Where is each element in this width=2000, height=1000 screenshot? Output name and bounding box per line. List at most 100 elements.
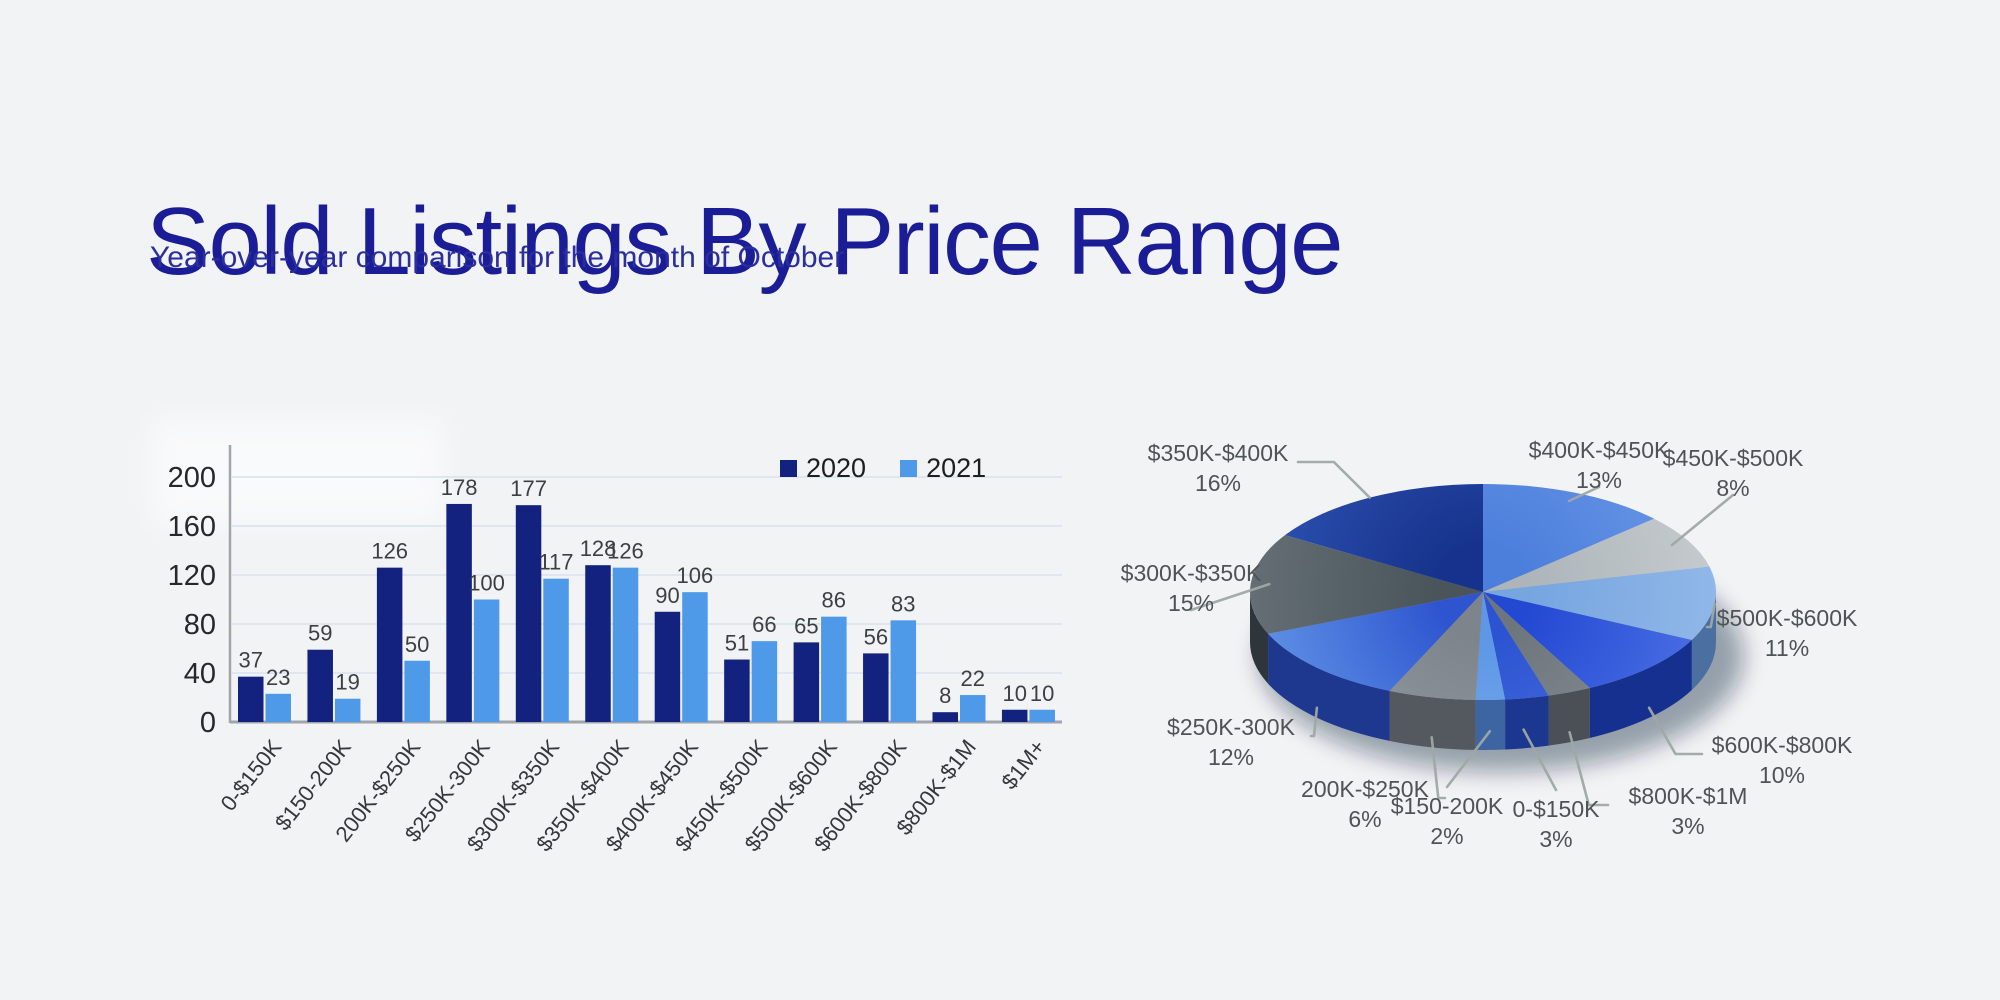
pie-slice-label: $600K-$800K 10% <box>1712 730 1853 791</box>
bar-value-label: 126 <box>607 539 644 564</box>
bar-2021 <box>612 567 639 722</box>
bar-2020 <box>654 611 681 722</box>
pie-slice-label-percent: 16% <box>1194 470 1242 497</box>
bar-2020 <box>932 712 958 722</box>
pie-slice-label-percent: 8% <box>1716 475 1750 502</box>
bar-2021 <box>1029 709 1055 722</box>
bar-value-label: 37 <box>239 648 263 673</box>
leader-line <box>1647 706 1704 756</box>
bar-value-label: 117 <box>538 550 573 575</box>
pie-slice-side <box>1268 633 1390 741</box>
pie-slice-label-percent: 12% <box>1207 744 1255 771</box>
bar-value-label: 65 <box>794 613 818 638</box>
pie-slice-label-percent: 6% <box>1348 806 1382 833</box>
bar-value-label: 100 <box>468 571 505 596</box>
bar-2020 <box>863 653 889 722</box>
pie-slice-side <box>1250 592 1269 684</box>
pie-slice-label: $300K-$350K 15% <box>1121 558 1262 619</box>
pie-slice-label-range: $250K-300K <box>1167 714 1295 740</box>
pie-slice <box>1250 535 1483 634</box>
bar-value-label: 10 <box>1003 681 1027 706</box>
bar-value-label: 50 <box>405 632 429 657</box>
highlight-patch <box>150 418 445 526</box>
bar-value-label: 177 <box>510 476 547 501</box>
bar-2021 <box>751 641 778 722</box>
bar-2020 <box>793 642 820 722</box>
leader-line <box>1568 730 1610 807</box>
bar-chart: 0 40 80 120 160 200 37 23 0-$150K 59 19 $150-200K 12… <box>140 395 1100 885</box>
pie-slice <box>1389 592 1483 700</box>
bar-2020 <box>376 567 403 722</box>
pie-slice-label-percent: 11% <box>1764 635 1810 662</box>
page-title: Sold Listings By Price Range <box>146 188 1343 296</box>
y-tick-label: 120 <box>168 560 216 592</box>
leader-line <box>1567 485 1601 503</box>
pie-slice-label: $500K-$600K 11% <box>1717 603 1858 664</box>
x-category-label: 0-$150K <box>216 734 287 815</box>
leader-line <box>1189 582 1271 612</box>
bar-2020 <box>307 649 333 722</box>
bar-value-label: 59 <box>308 621 332 646</box>
bar-2020 <box>724 659 750 722</box>
pie-slice-label: $350K-$400K 16% <box>1148 438 1289 499</box>
pie-slice-label-percent: 2% <box>1430 823 1464 850</box>
y-tick-label: 200 <box>168 462 216 494</box>
pie-slice-side <box>1475 699 1506 750</box>
pie-slice <box>1483 484 1655 592</box>
pie-slice-label-range: $300K-$350K <box>1120 560 1262 586</box>
pie-slice-label-range: $500K-$600K <box>1716 605 1858 631</box>
pie-slice <box>1285 484 1483 592</box>
pie-slice <box>1475 592 1506 700</box>
bar-value-label: 51 <box>725 631 749 656</box>
x-category-label: $1M+ <box>996 735 1050 794</box>
bar-value-label: 178 <box>441 475 478 500</box>
bar-value-label: 56 <box>864 624 888 649</box>
leader-line <box>1670 493 1735 547</box>
pie-slice <box>1268 592 1483 691</box>
bar-2020 <box>1001 709 1028 722</box>
bar-chart-legend: 2020 2021 <box>780 453 986 484</box>
pie-slice-side <box>1548 688 1590 746</box>
pie-slice-label: $800K-$1M 3% <box>1629 781 1748 842</box>
pie-slice-label: 200K-$250K 6% <box>1301 774 1429 835</box>
pie-slice-label: $250K-300K 12% <box>1167 712 1295 773</box>
bar-2020 <box>238 676 264 722</box>
pie-chart: $400K-$450K 13% $450K-$500K 8% $500K-$600K 11… <box>1080 390 2000 890</box>
bar-value-label: 10 <box>1030 681 1054 706</box>
pie-slice <box>1483 592 1692 688</box>
bar-value-label: 128 <box>580 536 617 561</box>
bar-2020 <box>515 505 542 722</box>
pie-slice-side <box>1505 695 1549 750</box>
pie-slice-label-range: $800K-$1M <box>1628 783 1748 809</box>
pie-slice-label-range: $350K-$400K <box>1147 440 1289 466</box>
pie-slice-label: $400K-$450K 13% <box>1529 435 1670 496</box>
bar-2021 <box>334 698 361 722</box>
pie-slice-label-range: $600K-$800K <box>1711 732 1853 758</box>
bar-2021 <box>682 592 708 722</box>
y-tick-label: 40 <box>184 658 216 690</box>
bar-2021 <box>473 599 500 722</box>
bar-value-label: 66 <box>752 612 776 637</box>
page-subtitle: Year-over-year comparison for the month … <box>150 241 845 274</box>
pie-slice-label-percent: 15% <box>1167 590 1215 617</box>
pie-slice-label-range: $400K-$450K <box>1528 437 1670 463</box>
legend-label: 2020 <box>806 453 867 483</box>
bar-value-label: 22 <box>960 666 984 691</box>
pie-slice-label-percent: 13% <box>1575 467 1623 494</box>
y-tick-label: 160 <box>168 511 216 543</box>
pie-slice-label-range: 200K-$250K <box>1301 776 1429 802</box>
legend-item-2020: 2020 <box>780 453 866 484</box>
pie-slice-label: $450K-$500K 8% <box>1663 443 1804 504</box>
bar-2020 <box>446 503 472 722</box>
bar-value-label: 8 <box>939 683 951 708</box>
legend-label: 2021 <box>926 453 987 483</box>
pie-slice-label: $150-200K 2% <box>1391 791 1504 852</box>
bar-2021 <box>821 616 847 722</box>
bar-2021 <box>960 695 986 722</box>
pie-slice-label-percent: 3% <box>1539 826 1573 853</box>
bar-value-label: 83 <box>891 591 915 616</box>
bar-value-label: 126 <box>371 539 408 564</box>
y-tick-label: 80 <box>184 609 216 641</box>
pie-slice-label-percent: 3% <box>1671 813 1705 840</box>
